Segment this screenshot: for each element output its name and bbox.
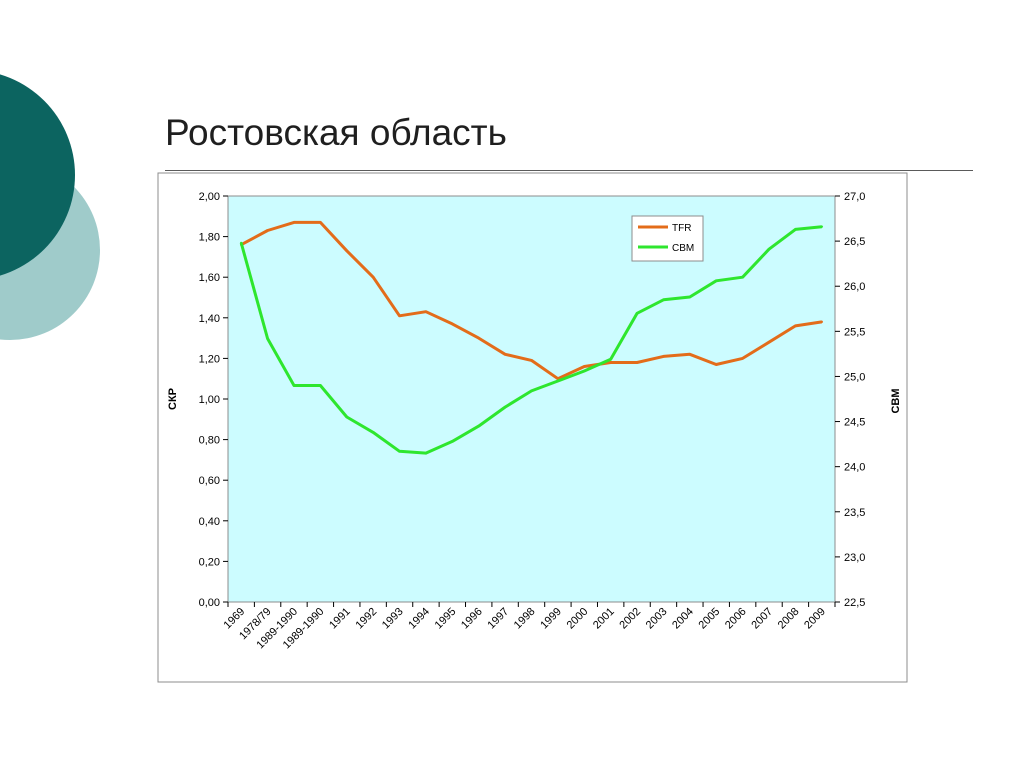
left-tick-label: 0,40 xyxy=(199,516,220,528)
data-point-tfr xyxy=(767,340,771,344)
data-point-tfr xyxy=(794,324,797,328)
data-point-tfr xyxy=(688,353,692,356)
data-point-cbm xyxy=(292,384,296,387)
left-tick-label: 0,80 xyxy=(199,435,220,447)
data-point-tfr xyxy=(741,357,744,360)
right-tick-label: 26,0 xyxy=(844,281,865,293)
data-point-cbm xyxy=(688,295,692,299)
right-tick-label: 22,5 xyxy=(844,597,865,609)
data-point-cbm xyxy=(820,225,824,228)
data-point-cbm xyxy=(767,248,771,251)
data-point-cbm xyxy=(503,405,507,409)
left-tick-label: 1,80 xyxy=(199,232,220,244)
data-point-cbm xyxy=(345,415,348,419)
data-point-tfr xyxy=(530,359,533,362)
right-tick-label: 26,5 xyxy=(844,236,865,248)
data-point-tfr xyxy=(662,355,665,358)
data-point-cbm xyxy=(556,379,560,383)
data-point-cbm xyxy=(398,450,401,453)
data-point-tfr xyxy=(635,361,639,364)
left-axis-title: СКР xyxy=(167,388,179,410)
data-point-tfr xyxy=(503,353,507,356)
data-point-cbm xyxy=(635,312,639,315)
right-tick-label: 23,5 xyxy=(844,507,865,519)
right-axis: 22,5 23,0 23,5 24,0 24,5 25,0 25,5 26,0 26,5 27,0 xyxy=(835,191,865,609)
data-point-tfr xyxy=(451,322,454,326)
right-tick-label: 24,5 xyxy=(844,417,865,429)
data-point-cbm xyxy=(530,389,533,393)
data-point-cbm xyxy=(741,276,744,279)
left-axis: 0,00 0,20 0,40 0,60 0,80 1,00 1,20 1,40 1,60 1,80… xyxy=(199,191,228,609)
data-point-cbm xyxy=(583,369,586,373)
legend: TFR СВМ xyxy=(631,215,704,262)
decorative-dark-circle xyxy=(0,74,75,276)
legend-label-cbm: СВМ xyxy=(672,243,694,254)
data-point-tfr xyxy=(371,276,375,279)
plot-area xyxy=(227,195,836,603)
left-tick-label: 1,60 xyxy=(199,272,220,284)
left-tick-label: 1,00 xyxy=(199,394,220,406)
data-point-cbm xyxy=(424,451,428,455)
data-point-tfr xyxy=(609,361,612,364)
data-point-tfr xyxy=(319,221,322,224)
data-point-tfr xyxy=(398,314,401,317)
data-point-tfr xyxy=(266,229,269,232)
data-point-cbm xyxy=(371,431,375,434)
title-divider xyxy=(165,170,973,171)
left-tick-label: 1,40 xyxy=(199,313,220,325)
series-layer xyxy=(239,220,824,455)
data-point-cbm xyxy=(794,228,797,231)
left-tick-label: 0,20 xyxy=(199,556,220,568)
data-point-tfr xyxy=(292,221,296,224)
legend-box xyxy=(631,215,704,262)
left-tick-label: 2,00 xyxy=(199,191,220,203)
data-point-cbm xyxy=(662,298,665,301)
data-point-cbm xyxy=(715,279,718,283)
data-point-cbm xyxy=(266,337,269,340)
slide-title: Ростовская область xyxy=(165,112,507,153)
data-point-tfr xyxy=(583,365,586,368)
left-tick-label: 1,20 xyxy=(199,353,220,365)
data-point-tfr xyxy=(820,320,824,324)
right-tick-label: 25,5 xyxy=(844,326,865,338)
right-tick-label: 24,0 xyxy=(844,462,865,474)
data-point-tfr xyxy=(477,336,480,340)
right-axis-title: СВМ xyxy=(890,388,902,413)
data-point-cbm xyxy=(477,424,480,428)
legend-label-tfr: TFR xyxy=(672,223,691,234)
right-tick-label: 25,0 xyxy=(844,371,865,383)
data-point-tfr xyxy=(424,310,428,313)
data-point-cbm xyxy=(451,440,454,443)
data-point-tfr xyxy=(345,249,348,253)
data-point-tfr xyxy=(715,363,718,366)
right-tick-label: 23,0 xyxy=(844,552,865,564)
left-tick-label: 0,00 xyxy=(199,597,220,609)
data-point-cbm xyxy=(319,384,322,387)
right-tick-label: 27,0 xyxy=(844,191,865,203)
data-point-cbm xyxy=(609,358,612,361)
left-tick-label: 0,60 xyxy=(199,475,220,487)
data-point-cbm xyxy=(239,241,243,245)
